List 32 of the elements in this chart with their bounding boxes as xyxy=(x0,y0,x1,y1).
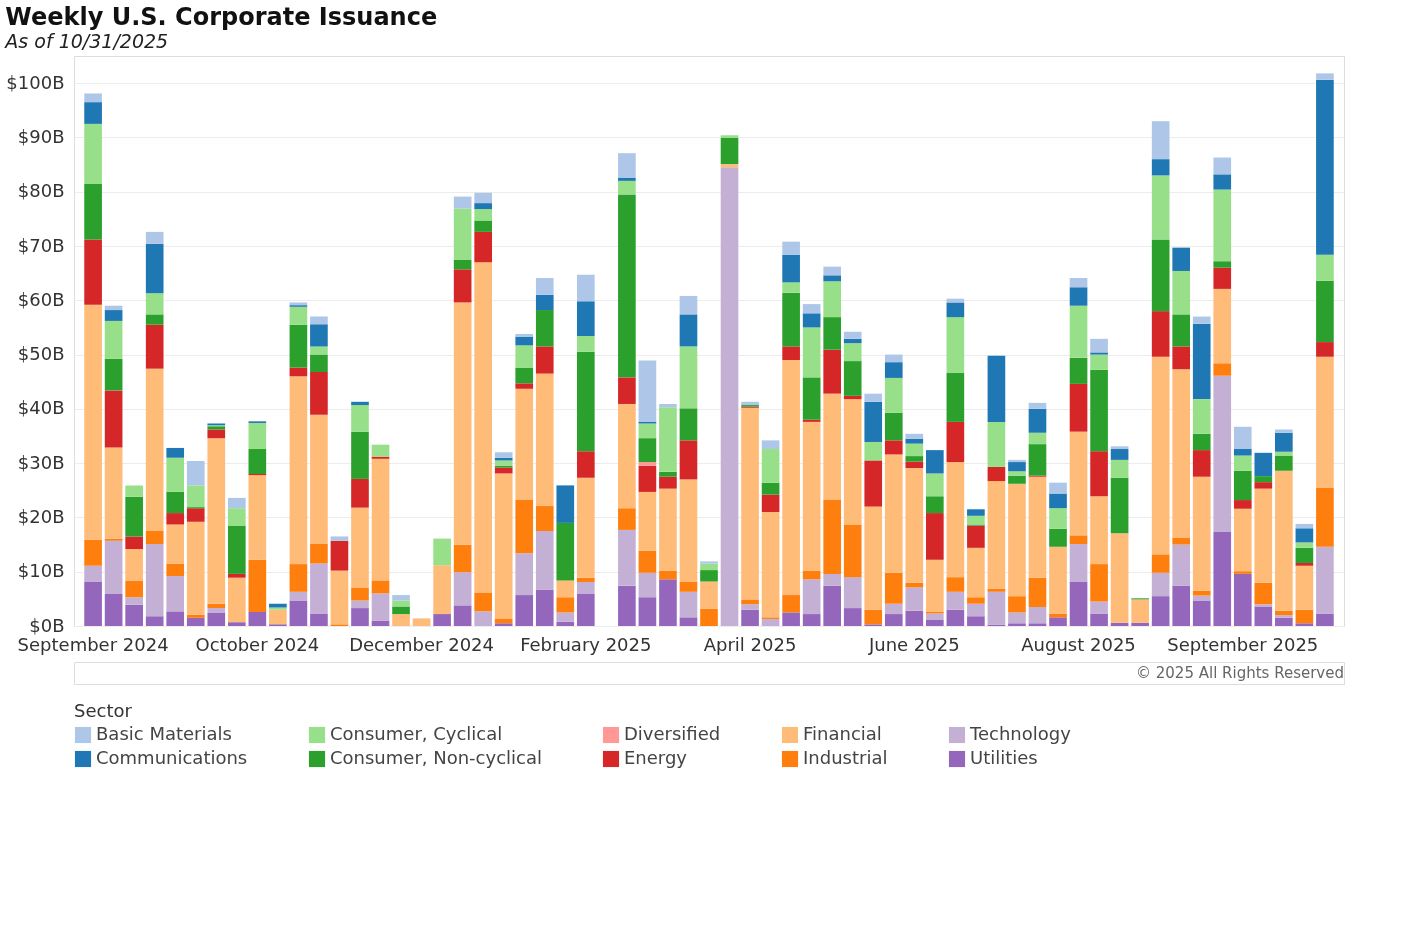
legend-label: Consumer, Cyclical xyxy=(330,723,503,744)
y-tick-label: $30B xyxy=(17,451,65,473)
legend-label: Financial xyxy=(803,723,882,744)
y-tick-label: $10B xyxy=(17,560,65,582)
y-tick-label: $50B xyxy=(17,343,65,365)
legend-label: Industrial xyxy=(803,747,888,768)
y-tick-label: $60B xyxy=(17,288,65,310)
x-tick-label: April 2025 xyxy=(703,633,797,655)
legend-label: Diversified xyxy=(624,723,721,744)
chart-title: Weekly U.S. Corporate Issuance xyxy=(5,2,438,31)
y-tick-label: $100B xyxy=(6,71,65,93)
legend-title: Sector xyxy=(74,700,133,721)
legend-label: Consumer, Non-cyclical xyxy=(330,747,542,768)
x-tick-label: August 2025 xyxy=(1021,633,1136,655)
legend-label: Energy xyxy=(624,747,688,768)
legend-label: Utilities xyxy=(970,747,1038,768)
x-tick-label: December 2024 xyxy=(349,633,495,655)
y-tick-label: $70B xyxy=(17,234,65,256)
x-tick-label: September 2025 xyxy=(1167,633,1319,655)
chart-subtitle: As of 10/31/2025 xyxy=(3,29,169,52)
x-tick-label: February 2025 xyxy=(520,633,652,655)
y-tick-label: $90B xyxy=(17,125,65,147)
text: © 2025 All Rights Reserved xyxy=(1136,664,1344,682)
x-tick-label: June 2025 xyxy=(867,633,960,655)
y-tick-label: $0B xyxy=(29,614,65,636)
y-tick-label: $20B xyxy=(17,505,65,527)
x-tick-label: October 2024 xyxy=(195,633,320,655)
legend-label: Communications xyxy=(96,747,248,768)
y-tick-label: $80B xyxy=(17,180,65,202)
legend-label: Basic Materials xyxy=(96,723,232,744)
y-tick-label: $40B xyxy=(17,397,65,419)
legend-label: Technology xyxy=(969,723,1072,744)
